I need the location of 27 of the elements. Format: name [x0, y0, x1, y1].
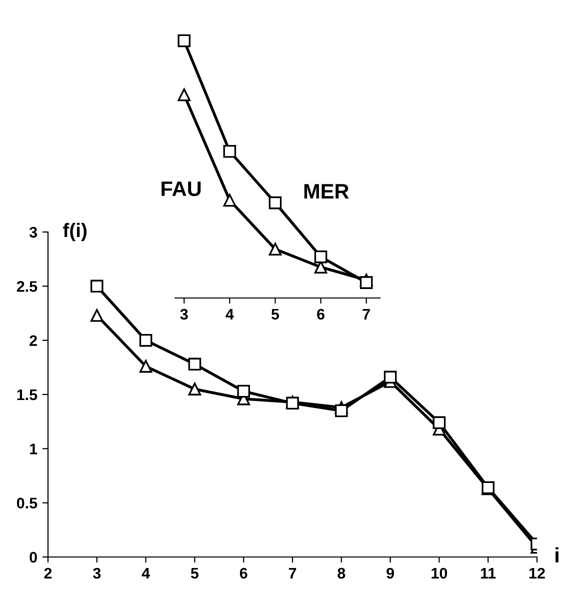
x-tick-label: 4 — [226, 308, 234, 320]
y-tick-label: 0 — [30, 552, 37, 563]
x-tick-label: 2 — [44, 568, 52, 578]
x-tick-label: 7 — [362, 308, 370, 320]
x-axis-title: i — [556, 547, 558, 562]
y-tick-label: 1.5 — [17, 390, 38, 400]
x-tick-label: 8 — [338, 568, 346, 579]
x-tick-label: 5 — [190, 568, 199, 579]
y-tick-label: 2 — [30, 335, 37, 346]
x-tick-label: 5 — [271, 308, 280, 320]
x-tick-label: 3 — [93, 568, 101, 579]
series-label: MER — [304, 184, 349, 198]
x-tick-label: 6 — [317, 308, 324, 320]
y-tick-label: 1 — [30, 444, 38, 454]
x-tick-label: 3 — [180, 308, 188, 320]
x-tick-label: 7 — [288, 568, 296, 578]
x-tick-label: 10 — [432, 568, 448, 579]
y-tick-label: 3 — [29, 226, 38, 238]
x-tick-label: 6 — [240, 568, 248, 579]
y-axis-title: f(i) — [63, 222, 87, 242]
x-tick-label: 4 — [142, 568, 150, 578]
y-tick-label: 2.5 — [16, 281, 38, 292]
x-tick-label: 11 — [480, 568, 496, 578]
x-tick-label: 9 — [386, 568, 394, 579]
x-tick-label: 12 — [529, 568, 545, 578]
y-tick-label: 0.5 — [16, 498, 38, 509]
series-label: FAU — [162, 182, 201, 196]
